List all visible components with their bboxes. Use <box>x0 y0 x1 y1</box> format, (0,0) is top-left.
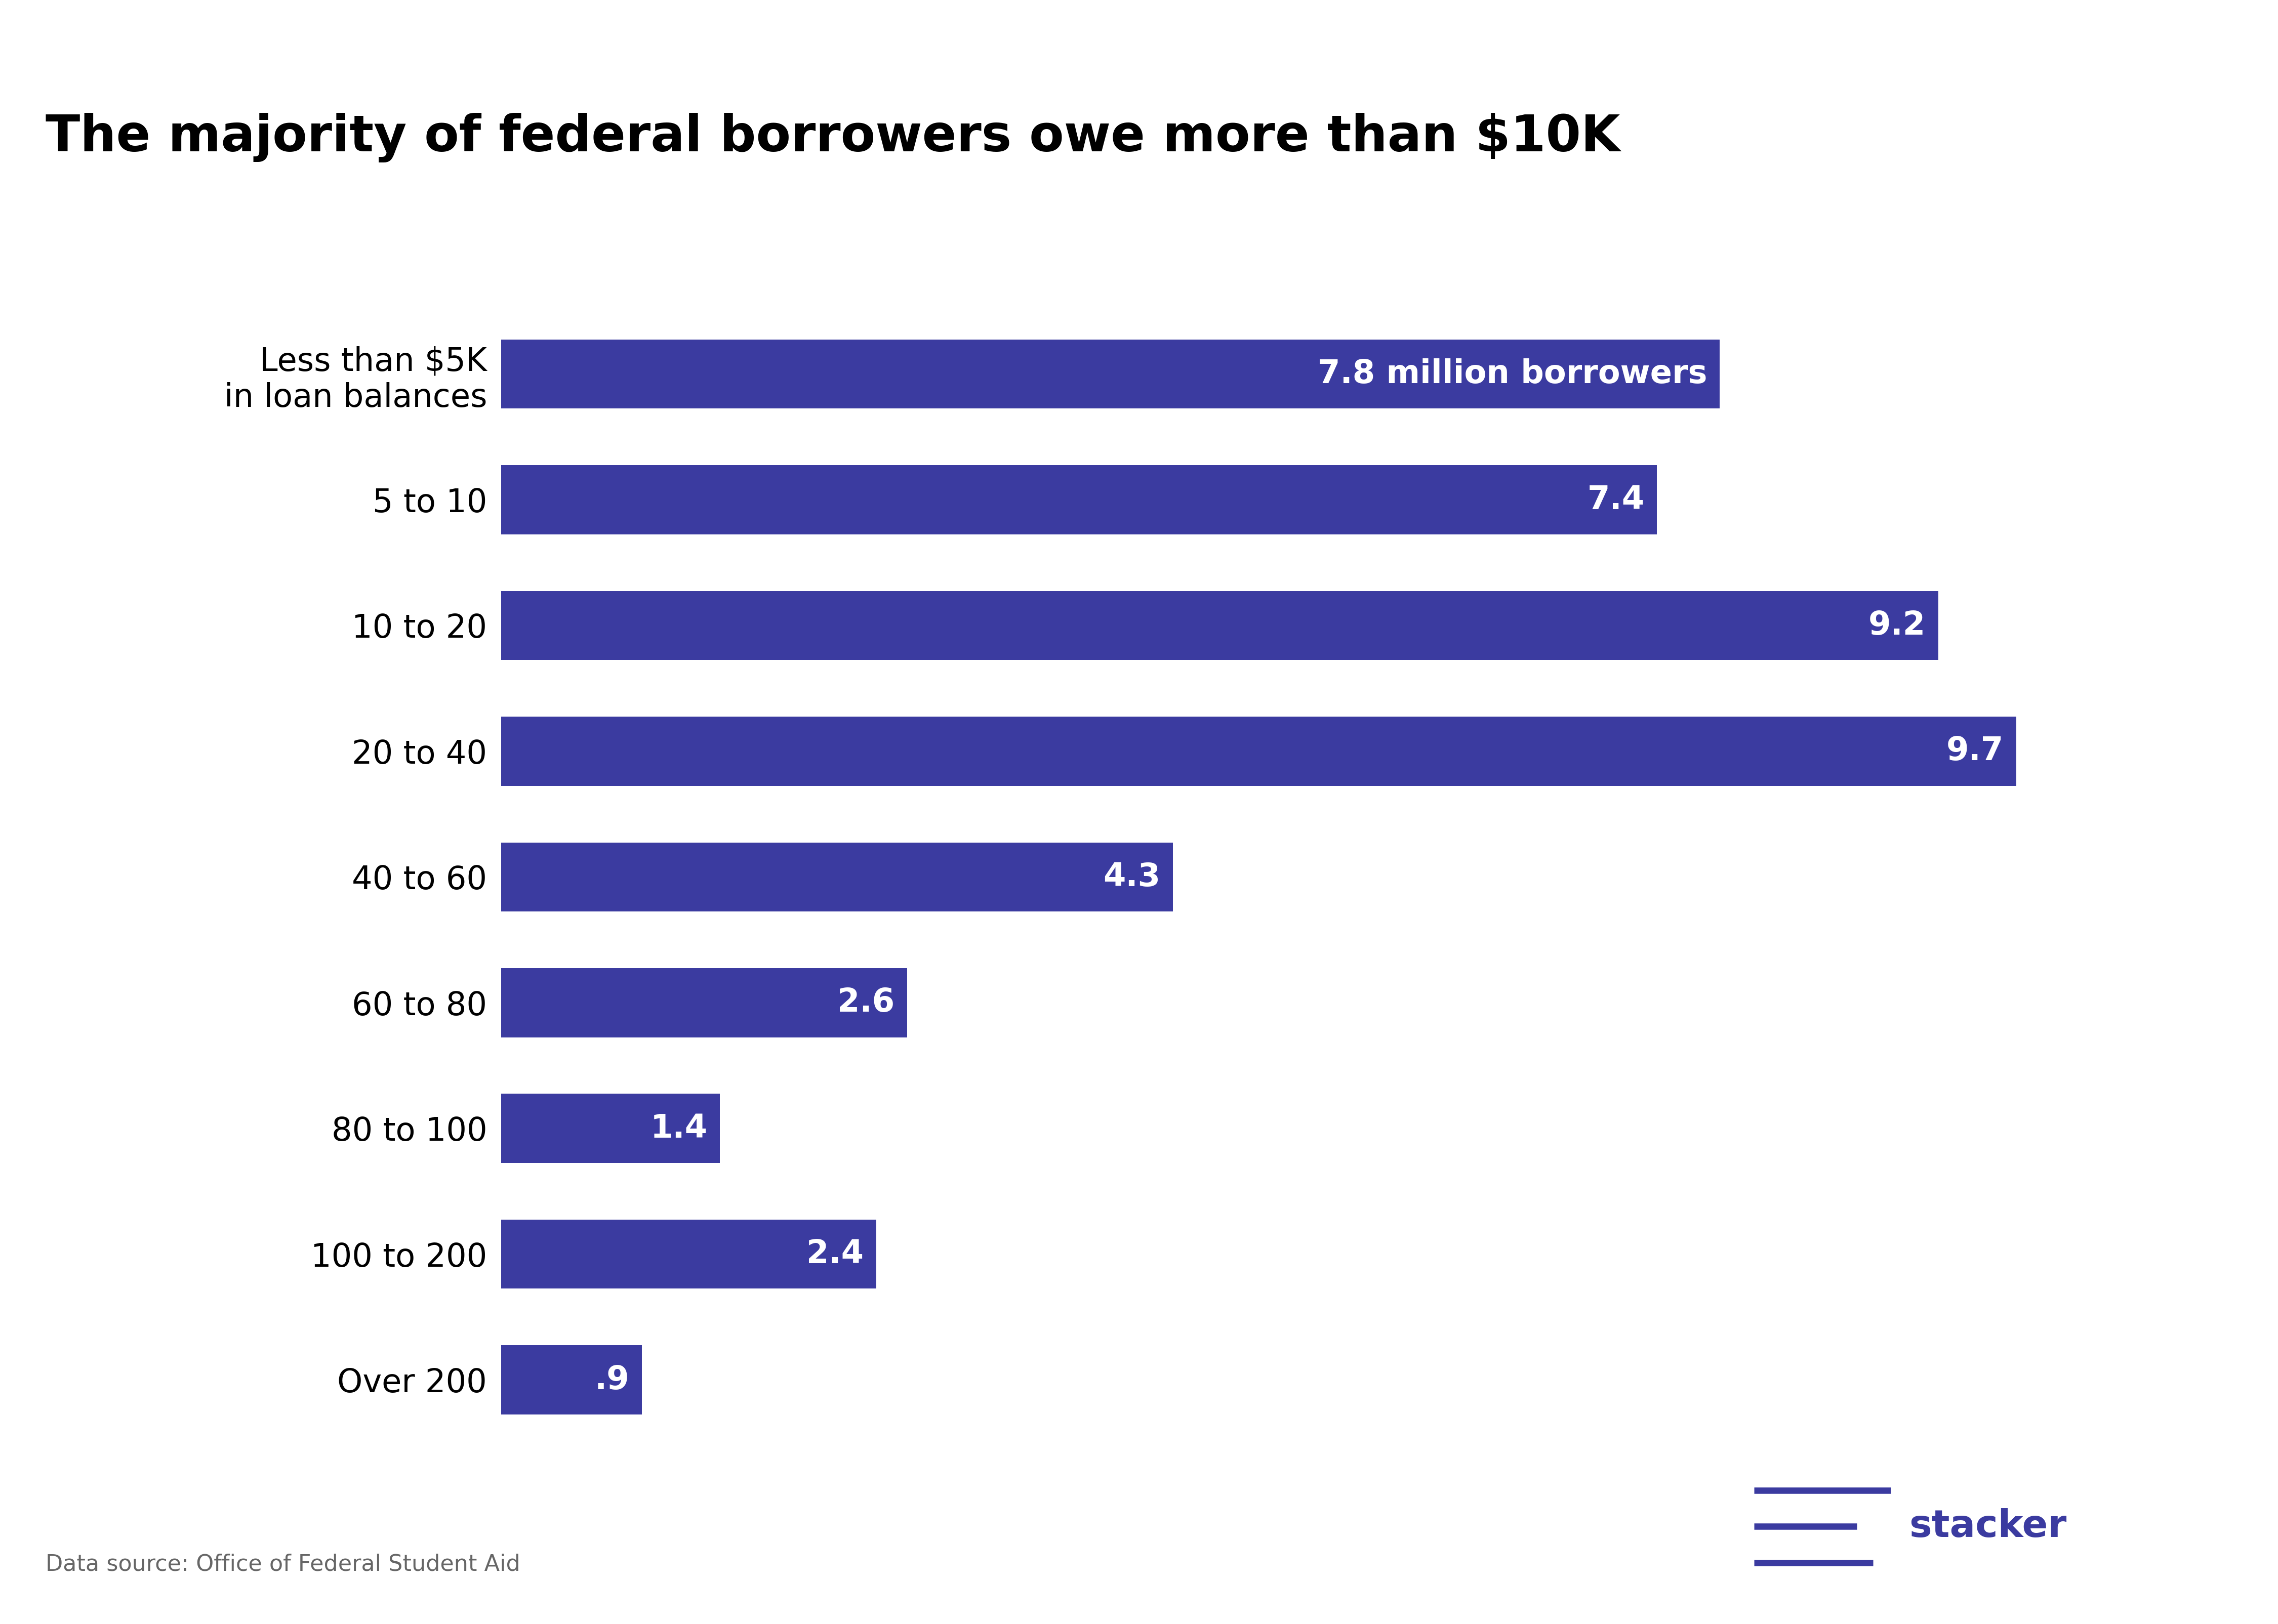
Text: 2.4: 2.4 <box>806 1239 863 1270</box>
Bar <box>501 716 2016 786</box>
Bar <box>501 1345 642 1415</box>
Text: 4.3: 4.3 <box>1103 861 1160 893</box>
Text: 1.4: 1.4 <box>649 1112 708 1143</box>
Text: Data source: Office of Federal Student Aid: Data source: Office of Federal Student A… <box>46 1554 519 1575</box>
Bar <box>501 1220 877 1289</box>
Bar <box>501 1095 720 1163</box>
Text: 9.2: 9.2 <box>1868 611 1925 641</box>
Bar <box>501 464 1656 534</box>
Bar <box>501 591 1939 659</box>
Text: .9: .9 <box>595 1364 629 1395</box>
Text: The majority of federal borrowers owe more than $10K: The majority of federal borrowers owe mo… <box>46 112 1620 162</box>
Bar <box>501 843 1173 911</box>
Text: 7.8 million borrowers: 7.8 million borrowers <box>1317 359 1706 390</box>
Bar <box>501 339 1720 409</box>
Text: 9.7: 9.7 <box>1945 736 2005 767</box>
Text: 2.6: 2.6 <box>838 987 895 1018</box>
Text: stacker: stacker <box>1909 1509 2066 1544</box>
Text: 7.4: 7.4 <box>1588 484 1645 515</box>
Bar <box>501 968 907 1038</box>
